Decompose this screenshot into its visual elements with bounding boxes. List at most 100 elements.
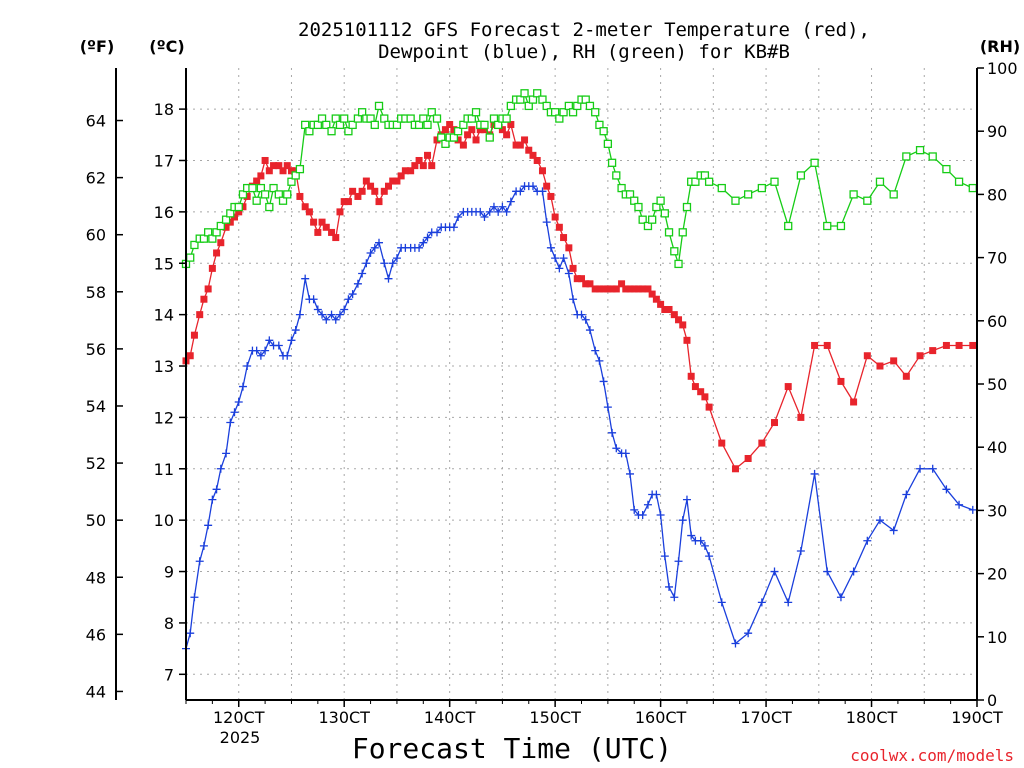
fahrenheit-tick-label: 64 (86, 112, 106, 131)
dewpoint-point (287, 336, 296, 345)
dewpoint-point (705, 552, 714, 561)
temperature-point (332, 234, 340, 242)
dewpoint-point (564, 269, 573, 278)
dewpoint-point (916, 464, 925, 473)
temperature-point (349, 187, 357, 195)
dewpoint-point (546, 243, 555, 252)
temperature-point (393, 177, 401, 185)
temperature-point (480, 126, 488, 134)
rh-tick-label: 50 (987, 375, 1007, 394)
temperature-point (547, 192, 555, 200)
rh-point (555, 114, 564, 123)
dewpoint-point (626, 469, 635, 478)
temperature-point (604, 285, 612, 293)
rh-point (625, 190, 635, 199)
temperature-point (200, 295, 208, 303)
dewpoint-point (682, 495, 691, 504)
temperature-point (595, 285, 603, 293)
temperature-point (498, 126, 506, 134)
dewpoint-point (449, 223, 458, 232)
rh-point (770, 177, 779, 186)
temperature-point (301, 203, 309, 211)
rh-point (212, 228, 221, 237)
temperature-point (222, 223, 230, 231)
rh-point (208, 234, 217, 243)
dewpoint-point (810, 469, 819, 478)
temperature-point (718, 439, 726, 447)
celsius-tick-label: 14 (154, 306, 174, 325)
fahrenheit-tick-label: 58 (86, 283, 106, 302)
dewpoint-point (190, 593, 199, 602)
temperature-point (204, 285, 212, 293)
rh-point (506, 101, 515, 111)
temperature-point (367, 182, 375, 190)
temperature-point (243, 192, 251, 200)
rh-point (313, 120, 322, 130)
rh-point (559, 108, 568, 117)
temperature-point (476, 126, 484, 134)
temperature-point (287, 167, 295, 175)
dewpoint-point (252, 346, 261, 355)
rh-point (634, 202, 643, 212)
temperature-point (533, 156, 541, 164)
dewpoint-point (454, 213, 463, 222)
temperature-point (208, 264, 216, 272)
temperature-point (336, 208, 344, 216)
dewpoint-line (185, 185, 974, 649)
temperature-point (701, 393, 709, 401)
rh-point (449, 133, 459, 142)
temperature-point (661, 305, 669, 313)
rh-point (260, 190, 270, 199)
temperature-point (525, 146, 533, 154)
dewpoint-point (494, 207, 503, 216)
temperature-point (634, 285, 642, 293)
rh-point (717, 183, 726, 193)
fahrenheit-tick-label: 54 (86, 397, 106, 416)
rh-point (203, 228, 213, 237)
x-tick-label: 130CT (318, 708, 370, 727)
temperature-point (424, 151, 432, 159)
rh-point (528, 95, 538, 104)
temperature-point (665, 305, 673, 313)
rh-point (516, 95, 525, 104)
dewpoint-point (687, 531, 696, 540)
rh-point (274, 190, 283, 199)
temperature-point (560, 234, 568, 242)
temperature-point (811, 341, 819, 349)
temperature-point (446, 121, 454, 129)
dewpoint-point (608, 428, 617, 437)
temperature-point (612, 285, 620, 293)
dewpoint-point (696, 536, 705, 545)
fahrenheit-tick-label: 62 (86, 169, 106, 188)
temperature-point (863, 352, 871, 360)
dewpoint-point (638, 511, 647, 520)
celsius-tick-label: 8 (164, 614, 174, 633)
temperature-point (675, 316, 683, 324)
celsius-tick-label: 13 (154, 357, 174, 376)
temperature-point (630, 285, 638, 293)
rh-point (248, 183, 257, 193)
fahrenheit-tick-label: 52 (86, 454, 106, 473)
rh-point (542, 101, 551, 111)
temperature-point (521, 136, 529, 144)
fahrenheit-unit-label: (ºF) (80, 37, 115, 56)
dewpoint-point (370, 243, 379, 252)
temperature-point (697, 388, 705, 396)
rh-point (664, 228, 674, 237)
rh-point (849, 190, 858, 199)
temperature-point (265, 167, 273, 175)
dewpoint-point (968, 505, 977, 514)
dewpoint-point (612, 444, 621, 453)
dewpoint-point (212, 485, 221, 494)
temperature-point (450, 126, 458, 134)
temperature-point (591, 285, 599, 293)
dewpoint-point (506, 197, 515, 206)
rh-point (190, 240, 199, 250)
dewpoint-point (423, 233, 432, 242)
rh-point (607, 158, 617, 167)
dewpoint-point (230, 408, 239, 417)
rh-point (287, 177, 296, 186)
temperature-point (490, 121, 498, 129)
temperature-point (358, 187, 366, 195)
rh-point (682, 202, 692, 212)
